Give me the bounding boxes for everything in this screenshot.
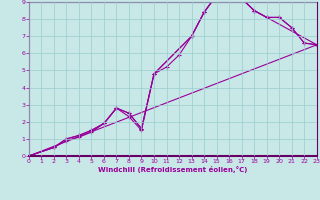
X-axis label: Windchill (Refroidissement éolien,°C): Windchill (Refroidissement éolien,°C) xyxy=(98,166,247,173)
